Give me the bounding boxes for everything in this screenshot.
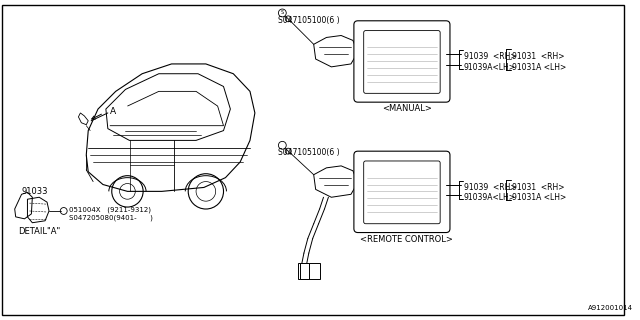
FancyBboxPatch shape <box>364 31 440 93</box>
Text: A: A <box>110 107 116 116</box>
Text: 91039  <RH>: 91039 <RH> <box>464 182 516 192</box>
Text: S: S <box>280 11 284 15</box>
FancyBboxPatch shape <box>354 21 450 102</box>
Text: 91031  <RH>: 91031 <RH> <box>512 52 564 61</box>
Text: S047105100(6 ): S047105100(6 ) <box>278 148 340 157</box>
Text: <MANUAL>: <MANUAL> <box>382 104 432 113</box>
Text: 91031A <LH>: 91031A <LH> <box>512 63 566 72</box>
Text: 91039A<LH>: 91039A<LH> <box>464 63 516 72</box>
Text: A912001014: A912001014 <box>588 305 633 311</box>
Bar <box>298 263 319 279</box>
Text: 91031A <LH>: 91031A <LH> <box>512 193 566 202</box>
Text: 051004X   (9211-9312): 051004X (9211-9312) <box>68 206 150 212</box>
Text: S047105100(6 ): S047105100(6 ) <box>278 16 340 25</box>
Text: 91039A<LH>: 91039A<LH> <box>464 193 516 202</box>
Text: <REMOTE CONTROL>: <REMOTE CONTROL> <box>360 236 453 244</box>
Text: 91039  <RH>: 91039 <RH> <box>464 52 516 61</box>
Text: S047205080(9401-      ): S047205080(9401- ) <box>68 215 152 221</box>
Bar <box>300 263 308 279</box>
Text: DETAIL"A": DETAIL"A" <box>18 227 60 236</box>
Text: 91033: 91033 <box>22 188 48 196</box>
FancyBboxPatch shape <box>364 161 440 224</box>
FancyBboxPatch shape <box>354 151 450 233</box>
Text: 91031  <RH>: 91031 <RH> <box>512 182 564 192</box>
